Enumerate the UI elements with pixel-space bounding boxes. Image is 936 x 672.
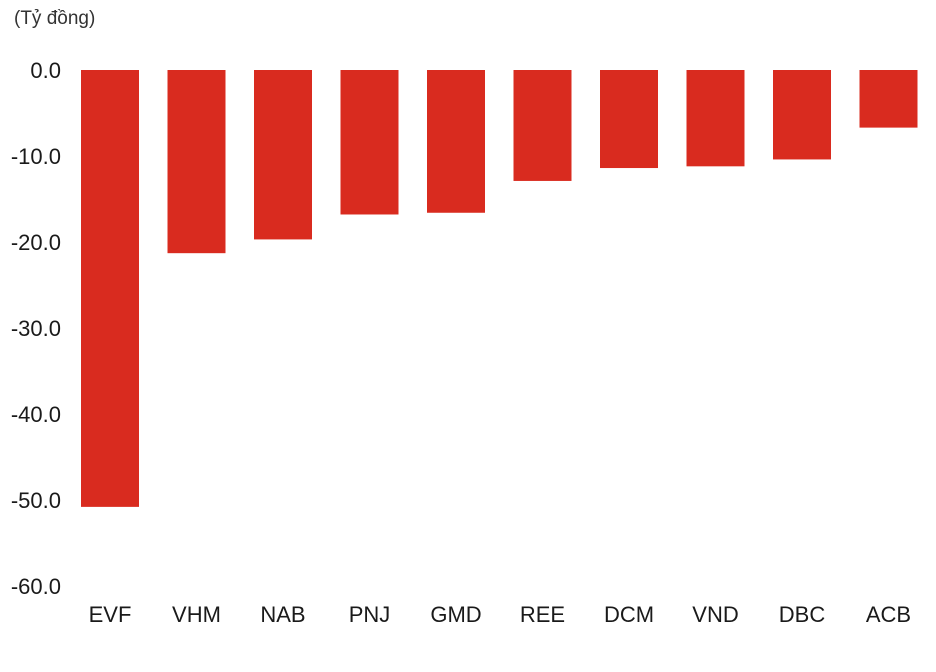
y-tick-label: -10.0 — [11, 144, 61, 169]
x-tick-label: EVF — [89, 602, 132, 627]
y-tick-label: -60.0 — [11, 574, 61, 599]
bar-vnd — [686, 70, 745, 167]
x-tick-label: NAB — [260, 602, 305, 627]
bar-vhm — [167, 70, 226, 254]
unit-label: (Tỷ đồng) — [14, 8, 95, 29]
x-tick-label: VND — [692, 602, 738, 627]
x-tick-label: VHM — [172, 602, 221, 627]
bar-evf — [81, 70, 139, 507]
y-tick-label: -30.0 — [11, 316, 61, 341]
y-axis-ticks: 0.0 -10.0 -20.0 -30.0 -40.0 -50.0 -60.0 — [11, 58, 61, 599]
bar-dcm — [600, 70, 658, 169]
y-tick-label: -20.0 — [11, 230, 61, 255]
x-tick-label: PNJ — [349, 602, 391, 627]
x-tick-label: GMD — [430, 602, 481, 627]
x-tick-label: REE — [520, 602, 565, 627]
y-tick-label: 0.0 — [30, 58, 61, 83]
bar-ree — [513, 70, 572, 181]
bars — [81, 70, 918, 507]
x-tick-label: DCM — [604, 602, 654, 627]
y-tick-label: -50.0 — [11, 488, 61, 513]
y-tick-label: -40.0 — [11, 402, 61, 427]
bar-dbc — [773, 70, 831, 160]
bar-pnj — [340, 70, 399, 215]
bar-acb — [859, 70, 918, 128]
x-axis-labels: EVF VHM NAB PNJ GMD REE DCM VND DBC ACB — [89, 602, 912, 627]
bar-gmd — [427, 70, 485, 213]
bar-nab — [254, 70, 312, 240]
x-tick-label: DBC — [779, 602, 826, 627]
x-tick-label: ACB — [866, 602, 911, 627]
